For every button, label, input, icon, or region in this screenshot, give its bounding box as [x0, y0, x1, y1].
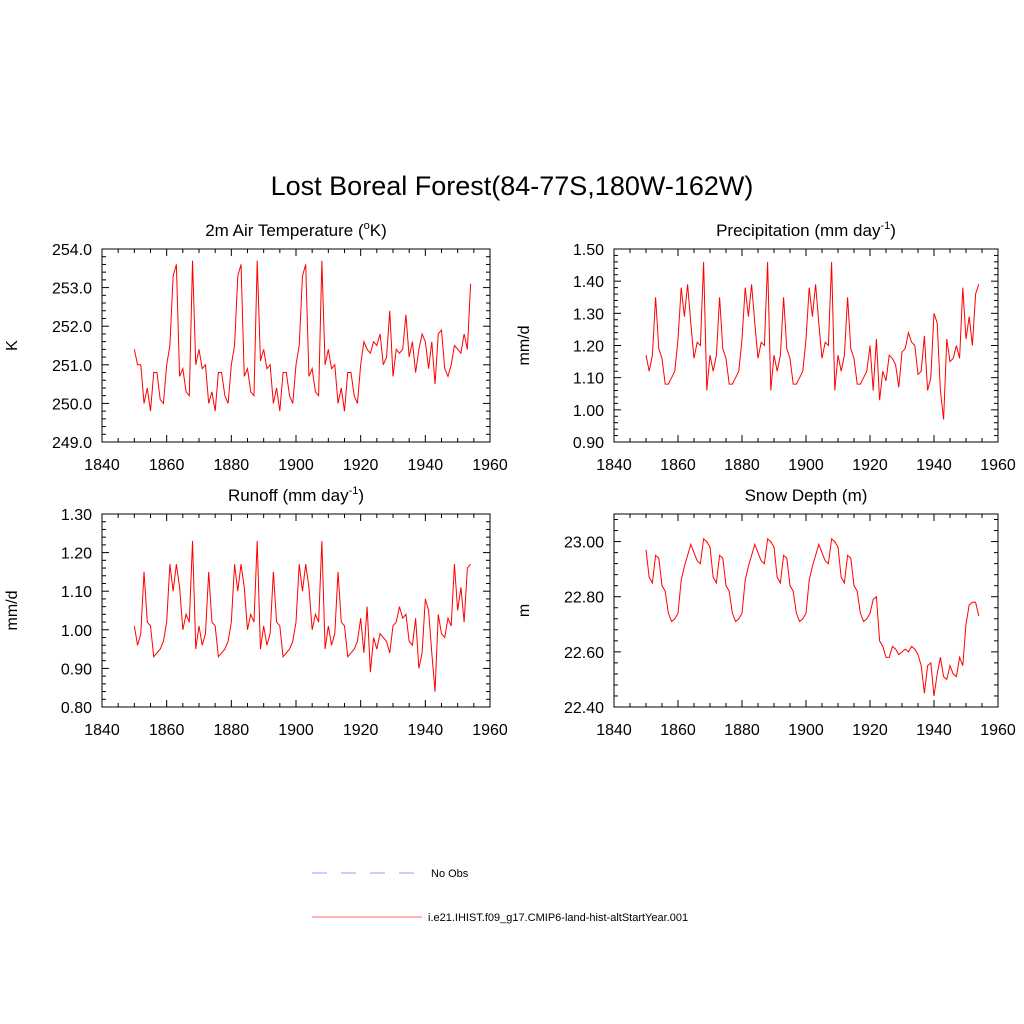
- x-tick-label: 1920: [852, 722, 888, 739]
- y-tick-label: 251.0: [52, 358, 92, 375]
- x-tick-label: 1960: [472, 722, 508, 739]
- x-tick-label: 1840: [84, 722, 120, 739]
- panel-title: 2m Air Temperature (oK): [205, 220, 387, 240]
- x-tick-label: 1940: [916, 457, 952, 474]
- y-axis-label: K: [4, 340, 21, 351]
- chart-panels: 1840 1860 1880 1900 1920 1940 1960 249.0 250.0 25…: [4, 220, 1016, 739]
- panel-runoff: 1840 1860 1880 1900 1920 1940 1960 0.80 0.90 1.00…: [4, 485, 508, 739]
- x-tick-label: 1860: [149, 457, 185, 474]
- x-tick-label: 1900: [788, 457, 824, 474]
- x-tick-label: 1920: [343, 457, 379, 474]
- x-tick-label: 1900: [278, 722, 314, 739]
- x-tick-label: 1840: [596, 457, 632, 474]
- y-tick-label: 1.40: [573, 274, 604, 291]
- y-tick-label: 254.0: [52, 242, 92, 259]
- y-tick-label: 23.00: [564, 535, 604, 552]
- y-tick-label: 22.80: [564, 590, 604, 607]
- y-tick-label: 1.20: [573, 339, 604, 356]
- panel-title: Snow Depth (m): [745, 486, 868, 505]
- series-line-precipitation: [645, 261, 980, 420]
- x-tick-label: 1880: [724, 457, 760, 474]
- y-tick-label: 0.90: [573, 435, 604, 452]
- series-line-air-temperature: [133, 260, 472, 412]
- y-tick-label: 1.30: [61, 507, 92, 524]
- x-tick-label: 1940: [408, 722, 444, 739]
- y-tick-label: 0.90: [61, 661, 92, 678]
- panel-title: Precipitation (mm day-1): [716, 220, 896, 240]
- panel-precipitation: 1840 1860 1880 1900 1920 1940 1960 0.90 1.00 1.10…: [516, 220, 1016, 474]
- x-tick-label: 1840: [84, 457, 120, 474]
- legend-label-model: i.e21.IHIST.f09_g17.CMIP6-land-hist-altS…: [428, 912, 688, 924]
- y-tick-label: 0.80: [61, 700, 92, 717]
- y-tick-label: 252.0: [52, 319, 92, 336]
- series-line-snow-depth: [645, 537, 980, 697]
- plot-frame: [101, 513, 491, 708]
- series-line-runoff: [133, 541, 471, 692]
- legend-label-no-obs: No Obs: [431, 868, 469, 880]
- x-tick-label: 1860: [149, 722, 185, 739]
- y-tick-label: 249.0: [52, 435, 92, 452]
- x-tick-label: 1920: [343, 722, 379, 739]
- plot-frame: [613, 248, 999, 443]
- y-tick-label: 1.00: [61, 623, 92, 640]
- panel-snow-depth: 1840 1860 1880 1900 1920 1940 1960 22.40 22.60 22…: [516, 486, 1016, 739]
- x-tick-label: 1860: [660, 722, 696, 739]
- y-tick-label: 22.60: [564, 645, 604, 662]
- x-tick-label: 1940: [916, 722, 952, 739]
- x-tick-label: 1860: [660, 457, 696, 474]
- x-tick-label: 1920: [852, 457, 888, 474]
- y-axis-label: m: [516, 604, 533, 617]
- x-tick-label: 1960: [980, 722, 1016, 739]
- y-tick-label: 1.50: [573, 242, 604, 259]
- y-tick-label: 250.0: [52, 396, 92, 413]
- y-tick-label: 22.40: [564, 700, 604, 717]
- x-tick-label: 1880: [214, 457, 250, 474]
- y-tick-label: 253.0: [52, 281, 92, 298]
- y-tick-label: 1.00: [573, 403, 604, 420]
- figure-title: Lost Boreal Forest(84-77S,180W-162W): [271, 171, 754, 201]
- x-tick-label: 1900: [788, 722, 824, 739]
- legend: No Obs i.e21.IHIST.f09_g17.CMIP6-land-hi…: [312, 868, 688, 924]
- y-tick-label: 1.10: [61, 584, 92, 601]
- x-tick-label: 1880: [724, 722, 760, 739]
- x-tick-label: 1900: [278, 457, 314, 474]
- x-tick-label: 1880: [214, 722, 250, 739]
- x-tick-label: 1960: [472, 457, 508, 474]
- y-axis-label: mm/d: [516, 326, 533, 366]
- x-tick-label: 1940: [408, 457, 444, 474]
- x-tick-label: 1960: [980, 457, 1016, 474]
- x-tick-label: 1840: [596, 722, 632, 739]
- panel-title: Runoff (mm day-1): [228, 485, 364, 505]
- y-axis-label: mm/d: [4, 591, 21, 631]
- y-tick-label: 1.30: [573, 306, 604, 323]
- y-tick-label: 1.10: [573, 371, 604, 388]
- panel-air-temperature: 1840 1860 1880 1900 1920 1940 1960 249.0 250.0 25…: [4, 220, 508, 474]
- y-tick-label: 1.20: [61, 546, 92, 563]
